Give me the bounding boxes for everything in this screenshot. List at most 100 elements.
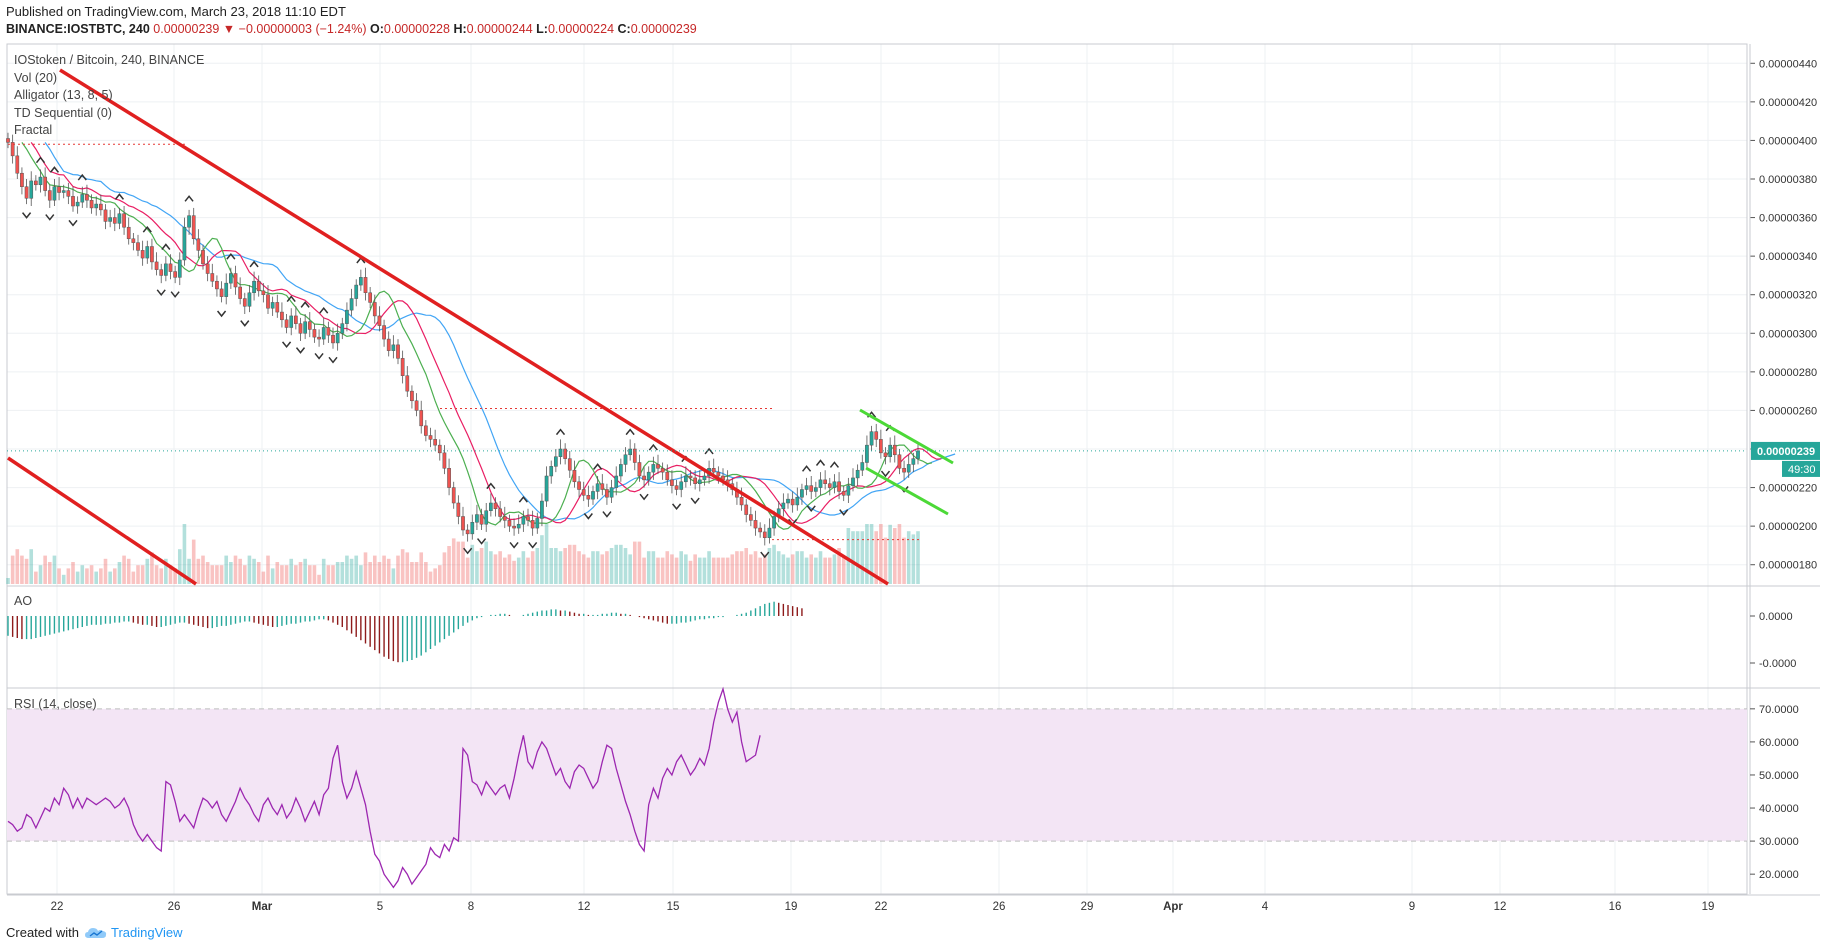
- price-tick-label: 0.00000420: [1759, 97, 1817, 109]
- legend-vol[interactable]: Vol (20): [14, 70, 58, 85]
- candle-body: [832, 481, 837, 488]
- candle-body: [540, 500, 544, 519]
- candle: [493, 497, 498, 517]
- candle: [238, 277, 242, 305]
- candle: [591, 485, 595, 505]
- volume-bar: [24, 558, 29, 584]
- candle-body: [312, 329, 317, 338]
- candle-body: [818, 479, 823, 488]
- candle-body: [47, 190, 52, 201]
- candle-body: [493, 502, 498, 510]
- fractal-down-icon: [68, 219, 78, 227]
- candle: [484, 503, 489, 532]
- volume-bar: [377, 562, 382, 584]
- candle: [10, 134, 15, 164]
- candle: [85, 184, 89, 208]
- candle: [674, 479, 679, 496]
- volume-bar: [800, 551, 804, 584]
- candle: [567, 450, 572, 478]
- candle-body: [442, 452, 447, 469]
- candle-body: [284, 319, 289, 328]
- candle-body: [577, 481, 581, 490]
- candle: [140, 240, 145, 266]
- fractal-down-icon: [602, 511, 612, 518]
- volume-bar: [767, 548, 772, 584]
- candle-body: [684, 475, 688, 483]
- candle-body: [75, 201, 80, 207]
- volume-bar: [660, 557, 665, 584]
- fractal-down-icon: [240, 320, 250, 327]
- candle: [187, 209, 191, 235]
- candle-body: [688, 475, 693, 479]
- candle: [646, 466, 651, 486]
- trendline-lower: [7, 456, 197, 586]
- candle-body: [600, 483, 605, 490]
- fractal-up-icon: [35, 156, 46, 164]
- ao-pane-label[interactable]: AO: [14, 594, 33, 608]
- volume-bar: [20, 555, 24, 584]
- candle-body: [191, 215, 196, 240]
- candle: [6, 132, 10, 149]
- legend-title[interactable]: IOStoken / Bitcoin, 240, BINANCE: [14, 53, 205, 67]
- candle: [75, 196, 80, 214]
- volume-bar: [284, 565, 289, 584]
- tradingview-logo[interactable]: TradingView: [84, 925, 183, 940]
- candle-body: [15, 155, 20, 174]
- volume-bar: [707, 551, 711, 584]
- candle-body: [581, 489, 586, 496]
- volume-bar: [865, 524, 869, 584]
- candle: [47, 184, 52, 208]
- candle: [628, 439, 632, 461]
- candle-body: [266, 294, 270, 309]
- candle-body: [837, 481, 841, 492]
- volume-bar: [196, 558, 201, 584]
- volume-bar: [382, 555, 386, 584]
- candle: [103, 204, 108, 230]
- volume-bar: [586, 557, 591, 584]
- candle: [577, 476, 581, 498]
- candle-body: [521, 516, 526, 525]
- candle-body: [335, 333, 340, 344]
- legend-td-sequential[interactable]: TD Sequential (0): [14, 105, 112, 120]
- candle: [827, 477, 832, 496]
- fractal-up-icon: [704, 447, 714, 455]
- volume-bar: [38, 565, 43, 584]
- fractal-up-icon: [829, 461, 840, 468]
- candle-body: [354, 284, 359, 299]
- candle: [112, 207, 117, 232]
- indicator-legend: IOStoken / Bitcoin, 240, BINANCE Vol (20…: [14, 52, 204, 140]
- candle-body: [372, 302, 377, 317]
- rsi-pane-label[interactable]: RSI (14, close): [14, 697, 97, 711]
- fractal-up-icon: [226, 252, 236, 260]
- volume-bar: [145, 558, 150, 584]
- candle: [860, 454, 865, 476]
- candle-body: [168, 263, 173, 272]
- close-label: C:: [617, 22, 631, 36]
- legend-alligator[interactable]: Alligator (13, 8, 5): [14, 88, 113, 102]
- volume-bar: [122, 555, 126, 584]
- volume-bar: [512, 560, 516, 584]
- fractal-down-icon: [45, 214, 55, 221]
- fractal-up-icon: [555, 428, 566, 436]
- fractal-down-icon: [880, 470, 891, 478]
- time-tick-label: 19: [1702, 901, 1715, 913]
- candle: [131, 233, 136, 251]
- candle-body: [558, 448, 563, 457]
- fractal-up-icon: [486, 482, 496, 490]
- ao-histogram: [7, 601, 803, 663]
- fractal-down-icon: [639, 493, 649, 501]
- candle: [456, 495, 461, 525]
- candle-body: [24, 186, 29, 199]
- volume-bar: [883, 537, 888, 584]
- volume-bar: [396, 555, 400, 584]
- candle-body: [205, 263, 210, 274]
- legend-fractal[interactable]: Fractal: [14, 123, 53, 137]
- candle-body: [122, 213, 126, 228]
- candle: [52, 179, 57, 206]
- candle: [326, 321, 331, 343]
- volume-bar: [837, 548, 841, 584]
- price-tag: [1751, 441, 1820, 460]
- candle-body: [470, 522, 475, 535]
- candle-body: [786, 498, 790, 504]
